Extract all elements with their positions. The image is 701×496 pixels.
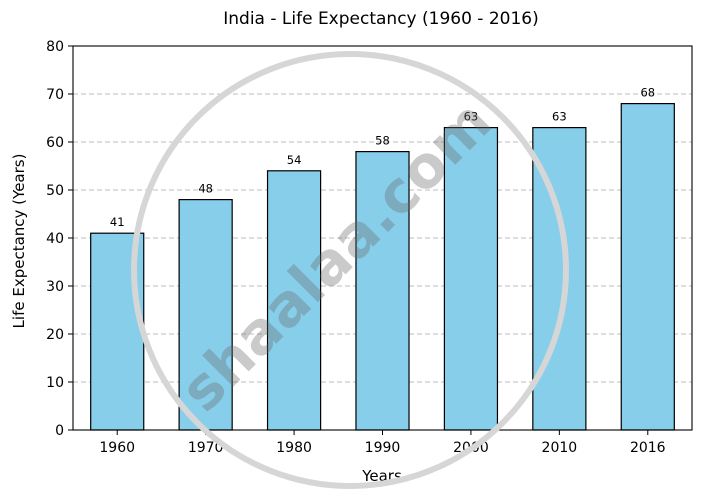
gridlines	[73, 93, 692, 383]
data-label: 63	[464, 110, 479, 124]
x-tick-label: 2010	[542, 440, 578, 456]
data-label: 54	[287, 153, 302, 167]
y-tick-label: 0	[55, 423, 64, 439]
y-tick-label: 70	[46, 87, 64, 103]
y-tick-label: 80	[46, 39, 64, 55]
x-tick-label: 1990	[365, 440, 401, 456]
x-tick-label: 1970	[188, 440, 224, 456]
x-tick-label: 1980	[276, 440, 312, 456]
bar	[266, 170, 322, 431]
data-label: 48	[198, 182, 213, 196]
y-axis: 0 10 20 30 40 50 60 70 80	[46, 39, 73, 439]
data-label: 58	[375, 134, 390, 148]
y-axis-label: Life Expectancy (Years)	[10, 154, 28, 329]
data-label: 68	[640, 86, 655, 100]
y-tick-label: 60	[46, 135, 64, 151]
y-tick-label: 30	[46, 279, 64, 295]
data-label: 63	[552, 110, 567, 124]
y-tick-label: 10	[46, 375, 64, 391]
x-tick-label: 2016	[630, 440, 666, 456]
watermark-circle	[131, 51, 569, 489]
y-tick-label: 40	[46, 231, 64, 247]
x-axis: 1960 1970 1980 1990 2000 2010 2016	[99, 430, 666, 456]
y-tick-label: 50	[46, 183, 64, 199]
y-tick-label: 20	[46, 327, 64, 343]
data-label: 41	[110, 215, 125, 229]
chart-title: India - Life Expectancy (1960 - 2016)	[223, 9, 539, 29]
x-tick-label: 1960	[99, 440, 135, 456]
bar	[620, 102, 675, 431]
